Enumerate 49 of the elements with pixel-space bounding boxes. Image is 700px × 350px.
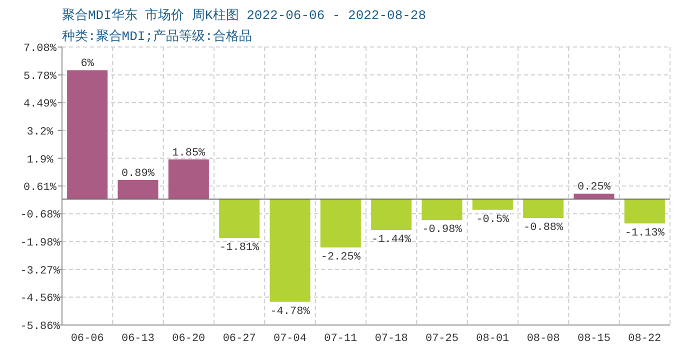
data-label: 0.25%: [577, 182, 611, 194]
data-label: -0.88%: [524, 222, 564, 234]
y-tick-label: -3.27%: [20, 265, 60, 278]
bar: [624, 199, 665, 224]
bar: [523, 199, 564, 218]
data-label: -0.5%: [476, 214, 510, 226]
y-tick-label: 7.08%: [23, 43, 57, 55]
bar: [371, 199, 412, 230]
data-label: -1.81%: [220, 242, 260, 254]
y-tick-label: 0.61%: [23, 182, 57, 194]
bar: [270, 199, 310, 302]
data-label: -0.98%: [422, 224, 462, 236]
y-tick-label: -0.68%: [20, 210, 60, 222]
x-tick-label: 07-18: [374, 333, 408, 345]
x-tick-label: 06-13: [121, 333, 155, 345]
bar: [118, 180, 158, 200]
y-tick-label: -4.56%: [20, 293, 60, 306]
chart-title: 聚合MDI华东 市场价 周K柱图 2022-06-06 - 2022-08-28: [62, 8, 426, 23]
bar: [574, 194, 614, 200]
x-tick-label: 07-25: [425, 333, 459, 345]
chart-subtitle: 种类:聚合MDI;产品等级:合格品: [62, 29, 252, 44]
y-tick-label: 1.9%: [26, 154, 54, 166]
x-tick-label: 08-22: [628, 333, 662, 345]
data-label: 1.85%: [172, 147, 206, 160]
x-tick-label: 06-27: [222, 333, 256, 345]
x-tick-label: 06-20: [172, 333, 206, 345]
y-tick-label: 5.78%: [23, 70, 57, 83]
x-tick-label: 07-04: [273, 333, 307, 345]
y-tick-label: 3.2%: [26, 126, 54, 138]
y-tick-label: 4.49%: [23, 98, 57, 111]
data-label: -1.44%: [372, 234, 412, 246]
data-label: 0.89%: [121, 168, 155, 180]
bar: [472, 199, 513, 210]
bar: [67, 70, 108, 200]
x-tick-label: 08-08: [526, 333, 560, 345]
bar: [320, 199, 361, 248]
x-tick-label: 08-15: [577, 333, 611, 345]
bar: [168, 159, 209, 200]
data-label: -2.25%: [320, 251, 361, 264]
data-label: 6%: [80, 58, 94, 70]
y-tick-label: -5.86%: [20, 321, 60, 333]
x-tick-label: 08-01: [476, 333, 510, 345]
bar: [219, 199, 260, 238]
data-label: -4.78%: [270, 306, 310, 318]
y-tick-label: -1.98%: [20, 238, 60, 250]
x-tick-label: 07-11: [324, 333, 358, 345]
x-tick-label: 06-06: [70, 333, 104, 345]
bar: [422, 199, 462, 220]
data-label: -1.13%: [624, 227, 665, 240]
